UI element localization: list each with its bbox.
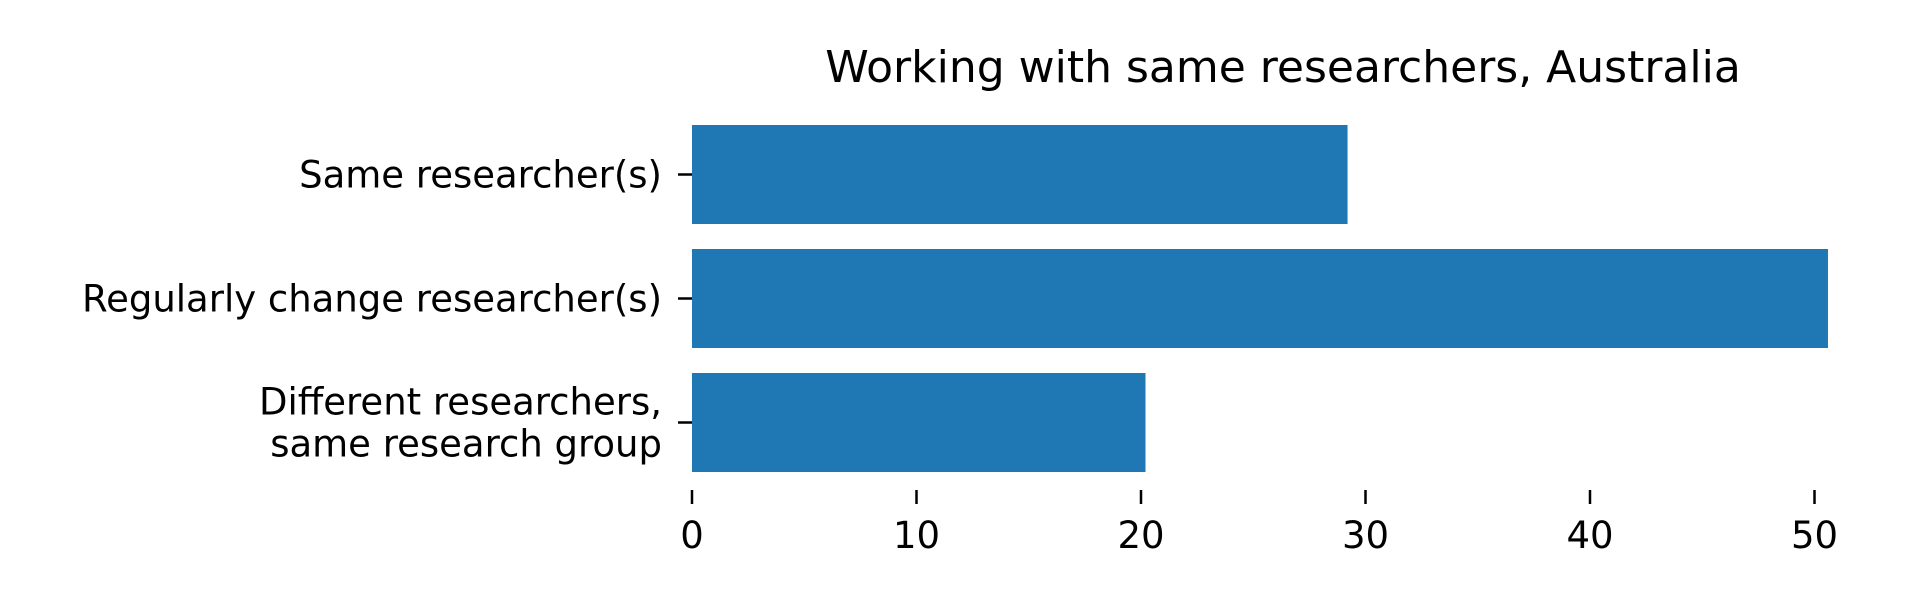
bar (692, 125, 1348, 224)
y-tick-label: Same researcher(s) (299, 154, 662, 197)
x-tick-label: 50 (1791, 514, 1838, 557)
x-tick-label: 30 (1342, 514, 1389, 557)
x-tick-label: 20 (1117, 514, 1164, 557)
y-tick-label: Regularly change researcher(s) (82, 278, 662, 321)
y-tick-label: same research group (270, 423, 662, 466)
bar (692, 373, 1146, 472)
chart-title: Working with same researchers, Australia (825, 42, 1741, 93)
plot-area: Same researcher(s) Regularly change resea… (82, 125, 1838, 557)
x-tick-label: 40 (1566, 514, 1613, 557)
y-tick-label: Different researchers, (259, 381, 662, 424)
bar (692, 249, 1828, 348)
x-tick-label: 0 (680, 514, 704, 557)
x-tick-label: 10 (893, 514, 940, 557)
